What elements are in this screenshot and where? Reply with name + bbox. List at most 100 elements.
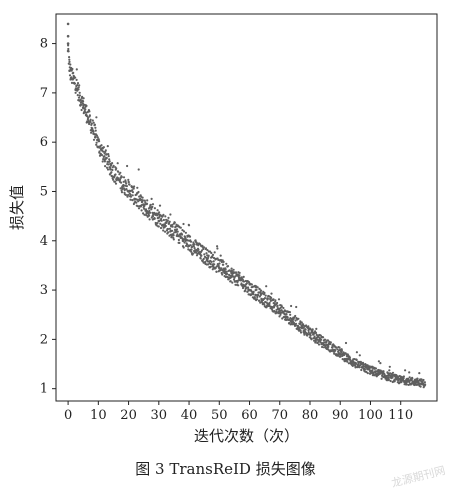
data-point	[148, 218, 151, 221]
data-point	[211, 263, 215, 266]
data-point	[191, 245, 194, 248]
data-point	[231, 281, 234, 284]
data-point	[294, 322, 298, 325]
data-point	[160, 219, 163, 222]
data-point	[308, 333, 312, 336]
data-point	[68, 74, 72, 77]
data-point	[120, 175, 123, 179]
data-point	[422, 378, 425, 382]
data-point	[159, 226, 163, 230]
data-point	[389, 379, 392, 383]
data-point	[195, 254, 199, 257]
data-point	[276, 301, 279, 305]
data-point	[155, 212, 158, 215]
data-point	[102, 150, 105, 153]
data-point	[258, 299, 261, 302]
data-point	[258, 288, 261, 291]
data-point	[137, 207, 141, 210]
y-tick-label: 7	[40, 86, 48, 101]
data-point	[77, 86, 80, 89]
data-point	[103, 155, 106, 158]
data-point	[257, 294, 260, 297]
data-point	[129, 195, 133, 198]
data-point	[76, 84, 79, 87]
data-point	[402, 375, 405, 378]
data-point	[216, 245, 219, 248]
data-point	[107, 163, 110, 166]
data-point	[264, 294, 267, 297]
data-point	[369, 370, 372, 373]
data-point	[190, 248, 193, 251]
data-point	[68, 69, 71, 72]
data-point	[175, 228, 179, 231]
data-point	[121, 185, 124, 188]
data-point	[78, 84, 81, 87]
data-point	[77, 96, 81, 99]
data-point	[338, 346, 341, 349]
data-point	[112, 178, 115, 181]
data-point	[252, 290, 255, 293]
data-point	[263, 297, 267, 300]
data-point	[92, 121, 95, 124]
data-point	[164, 215, 167, 218]
data-point	[135, 201, 138, 204]
data-point	[270, 296, 273, 299]
data-point	[268, 301, 271, 304]
data-point	[300, 321, 303, 324]
data-point	[90, 131, 93, 134]
data-point	[104, 149, 107, 152]
data-point	[327, 339, 330, 342]
data-point	[234, 271, 238, 274]
data-point	[248, 288, 251, 292]
data-point	[360, 368, 363, 372]
data-point	[138, 195, 141, 198]
data-point	[131, 199, 134, 202]
data-point	[416, 377, 419, 381]
data-point	[139, 205, 142, 208]
data-point	[133, 185, 136, 188]
data-point	[159, 222, 162, 225]
data-point	[380, 377, 383, 380]
data-point	[193, 243, 196, 246]
data-point	[298, 326, 301, 329]
data-point	[97, 138, 100, 141]
data-point	[78, 94, 81, 97]
data-point	[105, 153, 108, 156]
data-point	[182, 222, 185, 226]
data-point	[340, 349, 343, 352]
data-point	[237, 284, 240, 287]
data-point	[358, 354, 361, 357]
data-point	[288, 321, 291, 324]
data-point	[309, 328, 312, 331]
data-point	[252, 293, 255, 296]
data-point	[408, 371, 411, 374]
data-point	[261, 292, 264, 295]
data-point	[282, 306, 285, 310]
data-point	[265, 285, 268, 288]
data-point	[303, 333, 306, 336]
x-tick-label: 0	[64, 408, 72, 423]
data-point	[218, 266, 221, 270]
data-point	[132, 187, 135, 190]
data-point	[131, 194, 134, 197]
data-point	[158, 216, 161, 219]
y-tick-label: 5	[40, 184, 48, 199]
data-point	[84, 108, 87, 111]
data-point	[299, 331, 303, 334]
data-point	[120, 191, 124, 194]
data-point	[111, 162, 114, 165]
points-layer	[66, 22, 427, 389]
data-point	[326, 345, 330, 349]
data-point	[141, 196, 144, 199]
data-point	[98, 150, 101, 153]
data-point	[94, 135, 97, 139]
data-point	[145, 209, 148, 213]
data-point	[174, 225, 177, 228]
data-point	[166, 227, 170, 231]
data-point	[157, 219, 161, 223]
data-point	[344, 341, 348, 345]
data-point	[127, 178, 130, 181]
data-point	[202, 247, 205, 251]
data-point	[354, 364, 357, 367]
data-point	[213, 251, 216, 254]
